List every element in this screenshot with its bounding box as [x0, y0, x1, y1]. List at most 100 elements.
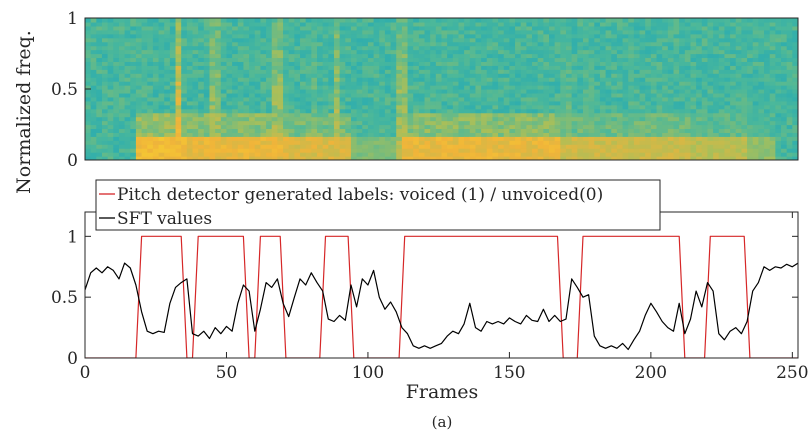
spectrogram-cell [271, 140, 278, 145]
spectrogram-cell [537, 140, 544, 145]
spectrogram-cell [571, 148, 578, 153]
spectrogram-cell [396, 21, 403, 27]
spectrogram-cell [577, 96, 584, 102]
spectrogram-cell [707, 100, 714, 106]
spectrogram-cell [633, 92, 641, 98]
spectrogram-cell [707, 116, 714, 122]
spectrogram-cell [662, 37, 669, 43]
spectrogram-cell [345, 85, 352, 90]
spectrogram-cell [571, 136, 578, 141]
spectrogram-cell [537, 120, 544, 126]
spectrogram-cell [401, 53, 409, 59]
spectrogram-cell [294, 29, 301, 35]
spectrogram-cell [464, 45, 471, 51]
spectrogram-cell [373, 85, 380, 90]
spectrogram-cell [311, 89, 318, 94]
spectrogram-cell [243, 65, 250, 70]
spectrogram-cell [718, 53, 726, 59]
spectrogram-cell [537, 89, 544, 94]
spectrogram-cell [752, 116, 759, 122]
spectrogram-cell [260, 57, 267, 62]
spectrogram-cell [175, 89, 182, 94]
spectrogram-cell [356, 136, 363, 141]
spectrogram-cell [175, 152, 182, 157]
spectrogram-cell [249, 85, 256, 90]
spectrogram-cell [407, 85, 414, 90]
spectrogram-cell [339, 49, 346, 55]
spectrogram-cell [294, 120, 301, 126]
spectrogram-cell [407, 65, 414, 70]
spectrogram-cell [249, 25, 256, 31]
spectrogram-cell [599, 29, 607, 35]
spectrogram-cell [413, 45, 420, 51]
spectrogram-cell [481, 148, 488, 153]
spectrogram-cell [322, 156, 329, 160]
spectrogram-cell [85, 120, 92, 126]
spectrogram-cell [232, 156, 239, 160]
spectrogram-cell [243, 73, 250, 78]
spectrogram-cell [373, 21, 380, 27]
spectrogram-cell [418, 128, 426, 133]
spectrogram-cell [418, 29, 426, 35]
spectrogram-cell [464, 152, 471, 157]
spectrogram-cell [565, 112, 573, 118]
spectrogram-cell [611, 92, 618, 98]
spectrogram-cell [475, 148, 482, 153]
spectrogram-cell [288, 132, 295, 137]
spectrogram-cell [186, 61, 194, 66]
spectrogram-cell [724, 100, 731, 106]
spectrogram-cell [452, 156, 460, 160]
spectrogram-cell [311, 57, 318, 62]
spectrogram-cell [215, 21, 222, 27]
spectrogram-cell [300, 81, 307, 86]
spectrogram-cell [266, 77, 273, 82]
spectrogram-cell [215, 45, 222, 51]
spectrogram-cell [418, 33, 426, 39]
spectrogram-cell [367, 89, 375, 94]
spectrogram-cell [237, 104, 245, 110]
spectrogram-cell [684, 156, 692, 160]
spectrogram-cell [271, 18, 278, 23]
spectrogram-cell [447, 100, 454, 106]
spectrogram-cell [645, 108, 652, 114]
spectrogram-cell [498, 61, 505, 66]
spectrogram-cell [701, 57, 709, 62]
spectrogram-cell [486, 148, 494, 153]
spectrogram-cell [435, 49, 443, 55]
spectrogram-cell [164, 73, 171, 78]
spectrogram-cell [758, 37, 765, 43]
spectrogram-cell [435, 144, 443, 149]
spectrogram-cell [101, 108, 109, 114]
spectrogram-cell [254, 156, 262, 160]
spectrogram-cell [730, 65, 737, 70]
spectrogram-cell [713, 53, 720, 59]
spectrogram-cell [741, 33, 748, 39]
spectrogram-cell [243, 61, 250, 66]
spectrogram-cell [464, 132, 471, 137]
spectrogram-cell [367, 108, 375, 114]
spectrogram-cell [577, 128, 584, 133]
spectrogram-cell [481, 61, 488, 66]
spectrogram-cell [243, 45, 250, 51]
spectrogram-cell [311, 73, 318, 78]
spectrogram-cell [418, 41, 426, 47]
spectrogram-cell [532, 53, 539, 59]
spectrogram-cell [311, 25, 318, 31]
spectrogram-cell [486, 108, 494, 114]
spectrogram-cell [447, 132, 454, 137]
spectrogram-cell [305, 108, 312, 114]
spectrogram-cell [656, 100, 663, 106]
spectrogram-cell [243, 41, 250, 47]
spectrogram-cell [345, 57, 352, 62]
spectrogram-cell [577, 92, 584, 98]
spectrogram-cell [362, 148, 369, 153]
spectrogram-cell [781, 18, 788, 23]
spectrogram-cell [543, 128, 550, 133]
spectrogram-cell [758, 156, 765, 160]
spectrogram-cell [333, 152, 341, 157]
spectrogram-cell [311, 152, 318, 157]
spectrogram-cell [135, 29, 143, 35]
spectrogram-cell [775, 33, 782, 39]
spectrogram-cell [582, 132, 590, 137]
spectrogram-cell [684, 33, 692, 39]
